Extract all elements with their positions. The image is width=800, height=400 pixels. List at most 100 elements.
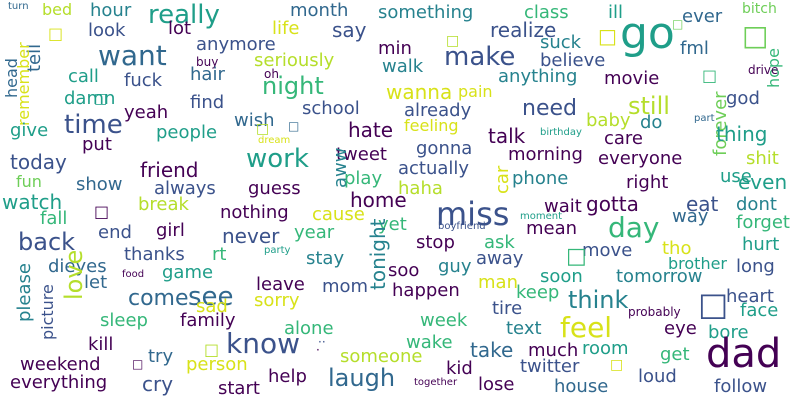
cloud-word: pain <box>458 82 493 101</box>
cloud-word: god <box>726 88 760 109</box>
cloud-word: haha <box>398 178 443 199</box>
cloud-word: morning <box>508 144 583 165</box>
cloud-word: start <box>218 378 260 399</box>
cloud-word: loud <box>638 366 677 387</box>
cloud-word: away <box>476 248 524 269</box>
cloud-word: thing <box>716 122 768 146</box>
cloud-word: help <box>268 366 307 387</box>
cloud-word: never <box>222 224 280 248</box>
cloud-word: seriously <box>254 50 335 71</box>
cloud-word: watch <box>2 190 63 214</box>
cloud-word: mom <box>322 276 369 297</box>
cloud-word: mean <box>526 218 578 239</box>
cloud-word: man <box>478 272 518 293</box>
cloud-word: min <box>378 38 412 59</box>
cloud-word: end <box>98 222 132 243</box>
cloud-word: forget <box>736 212 790 233</box>
cloud-word: probably <box>628 305 681 319</box>
cloud-word: fun <box>16 172 42 191</box>
cloud-glyph: □ <box>94 91 108 107</box>
cloud-word: use <box>720 166 752 187</box>
cloud-word: hate <box>348 118 394 142</box>
cloud-word: right <box>626 172 669 193</box>
cloud-glyph: □ <box>598 24 617 48</box>
cloud-word: eye <box>664 318 697 339</box>
cloud-word: dad <box>706 331 782 377</box>
cloud-word: buy <box>196 55 219 69</box>
cloud-word: actually <box>398 158 470 179</box>
cloud-word: leave <box>256 274 305 295</box>
cloud-word: sorry <box>254 290 300 311</box>
cloud-word: lot <box>168 18 192 39</box>
cloud-word: everyone <box>598 148 683 169</box>
cloud-word: wish <box>234 110 275 131</box>
cloud-word: already <box>404 100 472 121</box>
cloud-word: hair <box>190 64 225 85</box>
cloud-word: movie <box>604 68 660 89</box>
cloud-word: together <box>414 377 458 388</box>
cloud-word: feel <box>560 311 613 344</box>
cloud-word: think <box>568 286 629 314</box>
cloud-word: bitch <box>742 1 777 17</box>
cloud-word: food <box>122 269 145 280</box>
cloud-word: room <box>582 338 629 359</box>
cloud-word: lose <box>478 374 515 395</box>
cloud-word: laugh <box>328 364 396 392</box>
cloud-word: year <box>294 222 335 243</box>
cloud-word: move <box>582 240 633 261</box>
cloud-word: tweet <box>336 144 387 165</box>
cloud-word: part <box>694 113 715 124</box>
cloud-glyph: □ <box>702 66 718 85</box>
cloud-word: birthday <box>540 127 582 138</box>
cloud-word: dont <box>736 194 777 215</box>
cloud-word: always <box>154 178 216 199</box>
cloud-glyph: □ <box>610 357 624 373</box>
cloud-word: night <box>262 72 324 100</box>
cloud-word: eat <box>686 192 719 216</box>
cloud-word: party <box>264 245 291 256</box>
cloud-glyph: □ <box>256 121 270 137</box>
cloud-word: people <box>156 122 218 143</box>
cloud-word: sleep <box>100 310 148 331</box>
cloud-word: believe <box>540 50 606 71</box>
cloud-word: shit <box>746 148 779 169</box>
cloud-glyph: □ <box>698 285 729 323</box>
cloud-word: time <box>64 110 123 140</box>
cloud-word: know <box>226 327 300 360</box>
cloud-word: walk <box>382 56 424 77</box>
cloud-word: fall <box>40 208 68 229</box>
cloud-word: anything <box>498 66 578 87</box>
cloud-word: ever <box>682 6 723 27</box>
cloud-word: keep <box>516 282 560 303</box>
cloud-word: wake <box>406 332 453 353</box>
cloud-glyph: □ <box>132 357 144 371</box>
cloud-glyph: □ <box>288 119 300 133</box>
cloud-word: find <box>190 92 225 113</box>
cloud-word: soon <box>540 266 583 287</box>
cloud-word: yet <box>378 214 407 235</box>
cloud-word: cause <box>312 204 365 225</box>
cloud-word: school <box>302 98 360 119</box>
cloud-word: get <box>660 344 690 365</box>
cloud-word: fml <box>680 38 709 59</box>
cloud-glyph: □ <box>566 244 587 269</box>
cloud-word: let <box>84 272 108 293</box>
cloud-word: picture <box>38 284 57 340</box>
cloud-word: feeling <box>404 116 459 135</box>
cloud-word: guy <box>438 256 472 277</box>
cloud-word: baby <box>586 110 631 131</box>
cloud-word: stay <box>306 248 345 269</box>
cloud-word: fuck <box>124 70 163 91</box>
cloud-word: go <box>620 8 675 59</box>
cloud-glyph: □ <box>48 24 64 43</box>
cloud-word: look <box>88 20 126 41</box>
cloud-word: ·· <box>318 335 326 349</box>
cloud-word: family <box>180 310 236 331</box>
cloud-word: way <box>672 206 709 227</box>
cloud-word: care <box>604 128 644 149</box>
cloud-word: call <box>68 66 99 87</box>
cloud-word: soo <box>388 260 420 281</box>
cloud-word: bed <box>42 0 73 19</box>
cloud-word: follow <box>714 376 768 397</box>
cloud-word: heart <box>726 286 774 307</box>
